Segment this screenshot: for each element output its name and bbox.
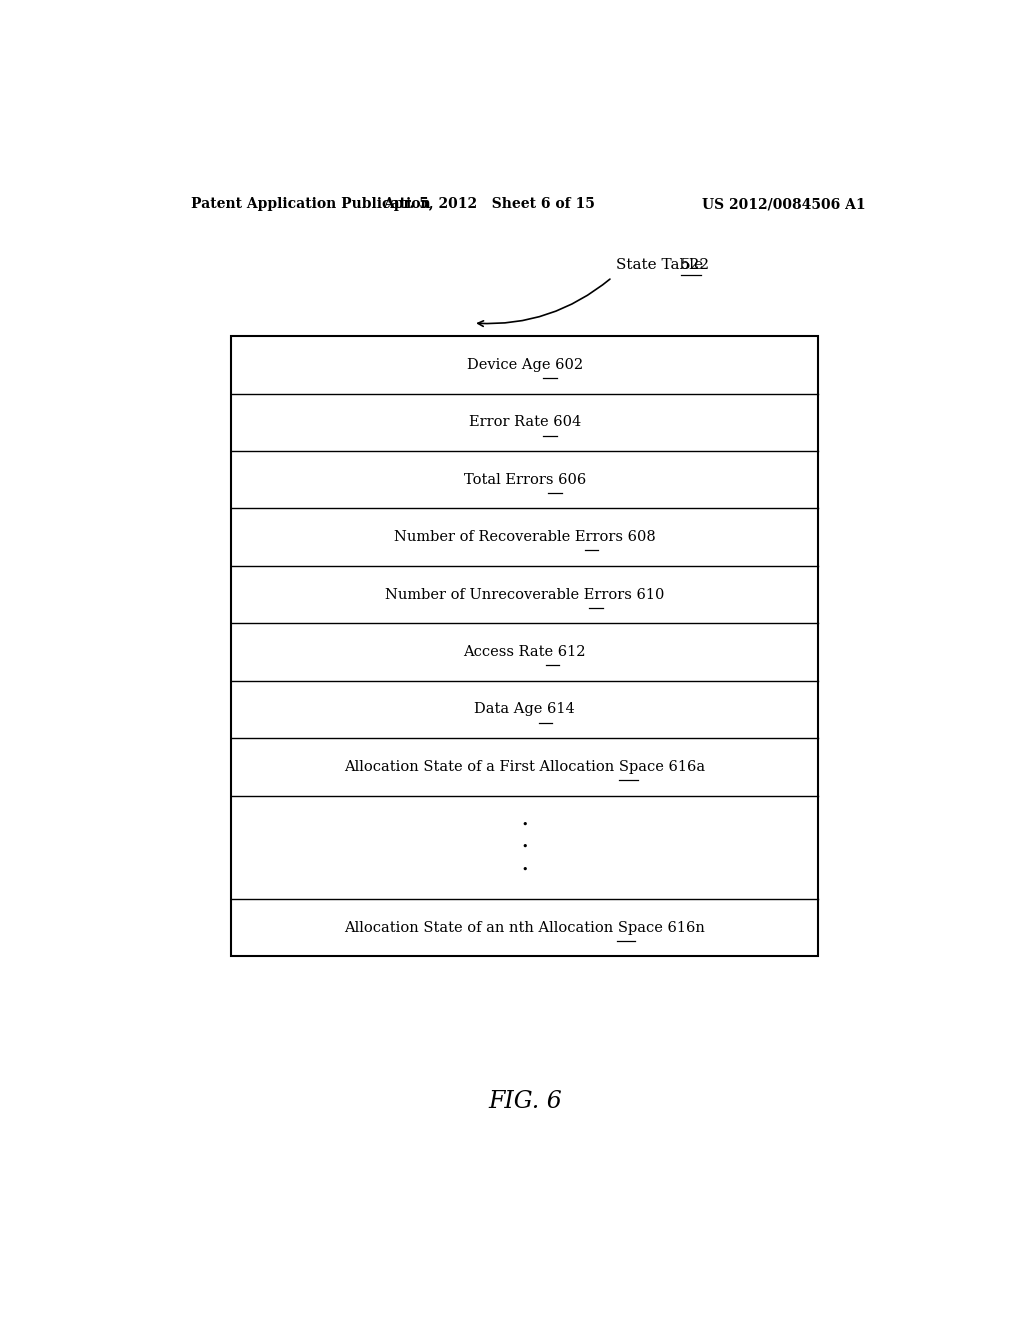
- Text: US 2012/0084506 A1: US 2012/0084506 A1: [702, 197, 866, 211]
- Text: 522: 522: [681, 259, 710, 272]
- Text: Device Age 602: Device Age 602: [467, 358, 583, 372]
- Text: •: •: [521, 842, 528, 853]
- Text: Patent Application Publication: Patent Application Publication: [191, 197, 431, 211]
- Text: Total Errors 606: Total Errors 606: [464, 473, 586, 487]
- Text: State Table: State Table: [616, 259, 708, 272]
- Text: Error Rate 604: Error Rate 604: [469, 416, 581, 429]
- Text: Allocation State of an nth Allocation Space 616n: Allocation State of an nth Allocation Sp…: [344, 920, 706, 935]
- Text: •: •: [521, 820, 528, 830]
- Text: •: •: [521, 865, 528, 875]
- Text: Apr. 5, 2012   Sheet 6 of 15: Apr. 5, 2012 Sheet 6 of 15: [383, 197, 595, 211]
- Text: Access Rate 612: Access Rate 612: [464, 645, 586, 659]
- Bar: [231, 337, 818, 956]
- Text: Data Age 614: Data Age 614: [474, 702, 575, 717]
- Text: FIG. 6: FIG. 6: [487, 1090, 562, 1113]
- Text: Allocation State of a First Allocation Space 616a: Allocation State of a First Allocation S…: [344, 760, 706, 774]
- Text: Number of Recoverable Errors 608: Number of Recoverable Errors 608: [394, 531, 655, 544]
- Text: Number of Unrecoverable Errors 610: Number of Unrecoverable Errors 610: [385, 587, 665, 602]
